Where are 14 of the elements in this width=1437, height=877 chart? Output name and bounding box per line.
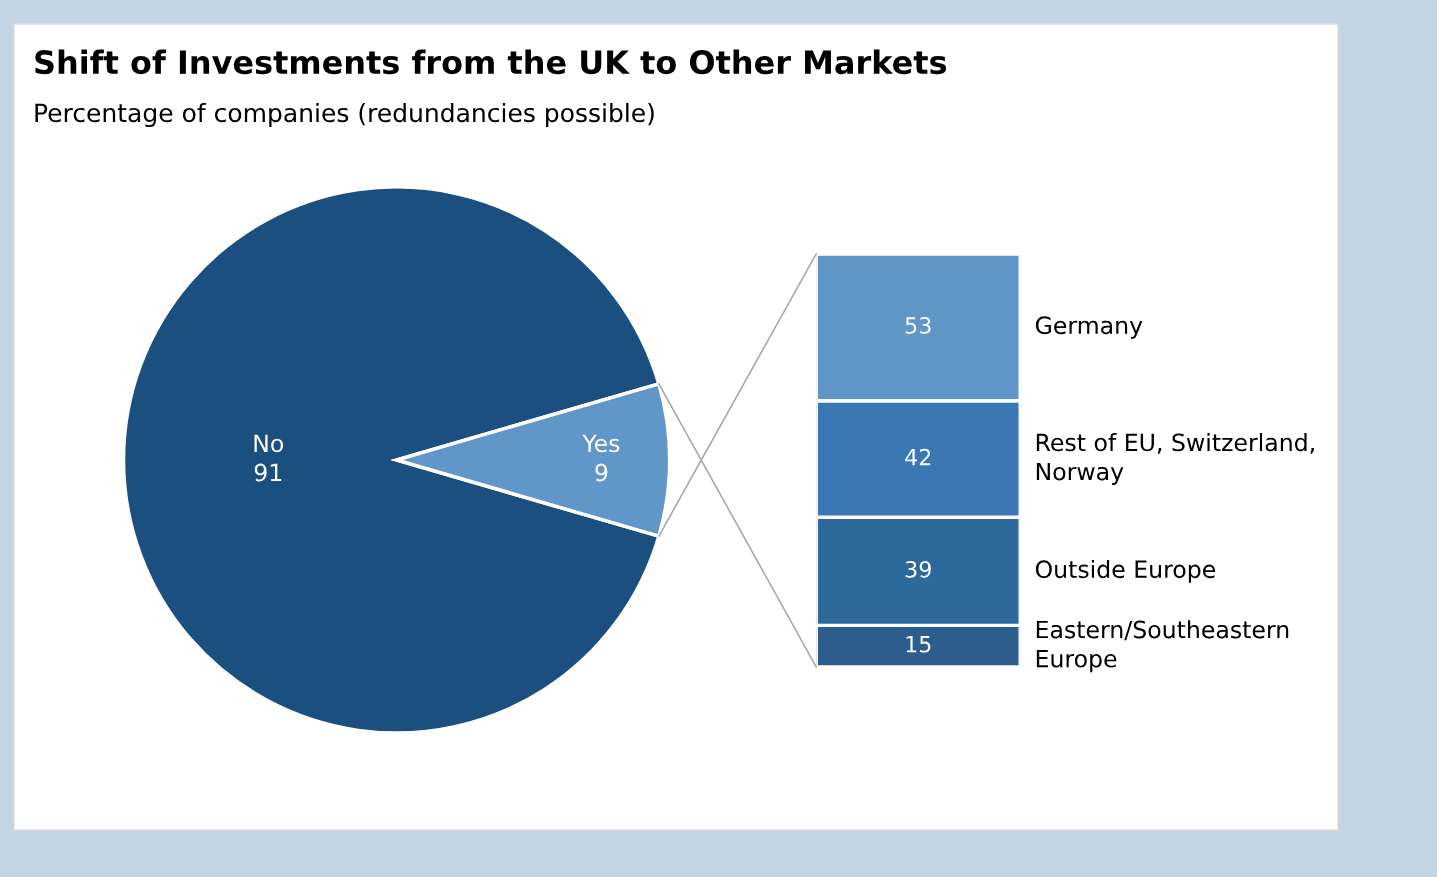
data-label: 91 <box>254 463 282 482</box>
chart-title: Shift of Investments from the UK to Other Markets <box>35 49 947 75</box>
data-label: 9 <box>595 463 608 482</box>
data-label: 42 <box>905 448 931 466</box>
data-label: 15 <box>906 636 931 653</box>
data-label: 53 <box>905 317 931 334</box>
slice-label: No <box>254 434 284 453</box>
data-label: 39 <box>905 560 931 578</box>
series-label: Germany <box>1035 316 1143 339</box>
series-label: Outside Europe <box>1035 559 1215 583</box>
series-label: Eastern/Southeastern Europe <box>1036 620 1289 673</box>
series-label: Rest of EU, Switzerland, Norway <box>1036 433 1314 486</box>
slice-label: Yes <box>582 434 620 453</box>
chart-subtitle: Percentage of companies (redundancies possible) <box>35 102 654 128</box>
